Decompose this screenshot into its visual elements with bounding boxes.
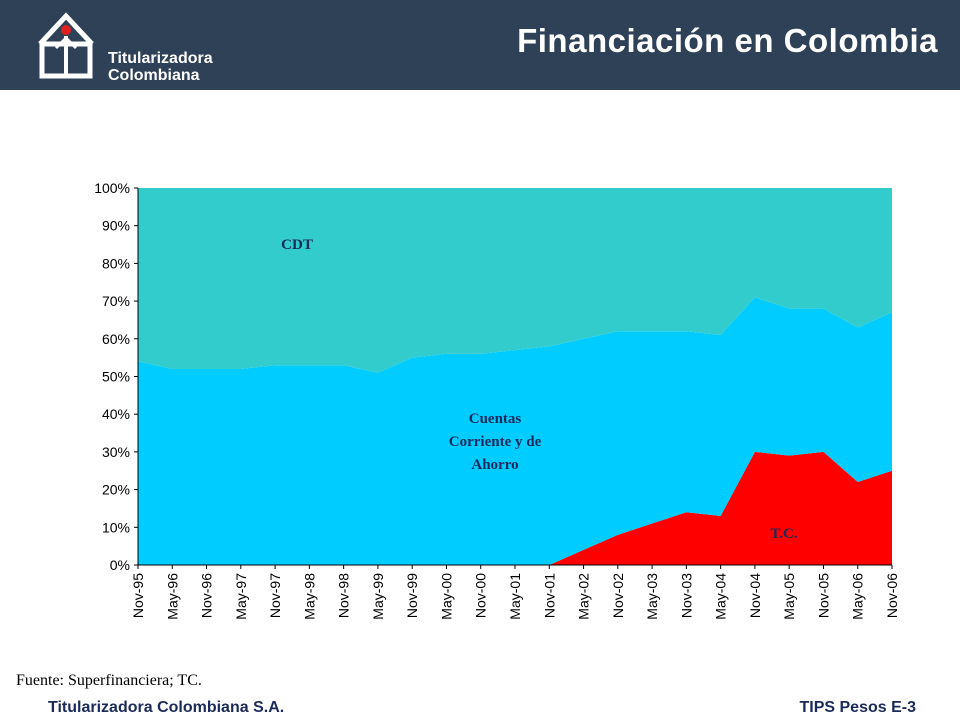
x-tick-label: Nov-99: [404, 573, 420, 618]
x-tick-label: May-98: [301, 573, 317, 620]
label-cuentas-line-3: Ahorro: [471, 457, 518, 473]
company-logo: Titularizadora Colombiana: [30, 8, 240, 84]
x-tick-label: Nov-95: [130, 573, 146, 618]
x-tick-label: May-97: [233, 573, 249, 620]
y-tick-label: 20%: [102, 482, 130, 498]
y-tick-label: 30%: [102, 444, 130, 460]
x-tick-label: Nov-96: [199, 573, 215, 618]
x-tick-label: May-03: [644, 573, 660, 620]
x-tick-label: Nov-05: [815, 573, 831, 618]
x-tick-label: May-05: [781, 573, 797, 620]
label-cdt: CDT: [281, 237, 313, 253]
y-tick-label: 50%: [102, 369, 130, 385]
logo-house-icon: [38, 12, 94, 79]
x-tick-label: Nov-04: [747, 573, 763, 618]
x-tick-label: Nov-03: [678, 573, 694, 618]
logo-line-1: Titularizadora: [108, 50, 213, 67]
x-tick-label: Nov-97: [267, 573, 283, 618]
source-note: Fuente: Superfinanciera; TC.: [16, 672, 202, 689]
x-tick-label: Nov-06: [884, 573, 900, 618]
x-tick-label: May-96: [164, 573, 180, 620]
x-tick-label: May-00: [438, 573, 454, 620]
y-tick-label: 60%: [102, 331, 130, 347]
x-tick-label: Nov-00: [473, 573, 489, 618]
series-area-2: [138, 188, 892, 373]
series-area-1: [138, 297, 892, 565]
logo-wordmark: Titularizadora Colombiana: [108, 50, 213, 84]
label-cuentas-line-2: Corriente y de: [449, 434, 542, 450]
footer-company: Titularizadora Colombiana S.A.: [48, 699, 285, 716]
label-tc: T.C.: [770, 526, 797, 542]
y-tick-label: 10%: [102, 519, 130, 535]
x-tick-label: May-02: [576, 573, 592, 620]
logo-line-2: Colombiana: [108, 67, 200, 84]
y-tick-label: 80%: [102, 255, 130, 271]
x-tick-label: Nov-98: [336, 573, 352, 618]
x-tick-label: May-01: [507, 573, 523, 620]
x-tick-label: May-06: [850, 573, 866, 620]
x-tick-label: May-04: [713, 573, 729, 620]
x-tick-label: Nov-01: [541, 573, 557, 618]
label-cuentas-line-1: Cuentas: [469, 411, 522, 427]
page-title: Financiación en Colombia: [517, 22, 938, 59]
series-area-0: [138, 451, 892, 565]
header-bar: Titularizadora Colombiana Financiación e…: [0, 0, 960, 90]
y-tick-label: 90%: [102, 218, 130, 234]
x-tick-label: May-99: [370, 573, 386, 620]
y-tick-label: 0%: [110, 557, 130, 573]
y-tick-label: 40%: [102, 406, 130, 422]
footer-slide-id: TIPS Pesos E-3: [799, 699, 917, 716]
y-tick-label: 70%: [102, 293, 130, 309]
x-tick-label: Nov-02: [610, 573, 626, 618]
y-tick-label: 100%: [94, 180, 130, 196]
